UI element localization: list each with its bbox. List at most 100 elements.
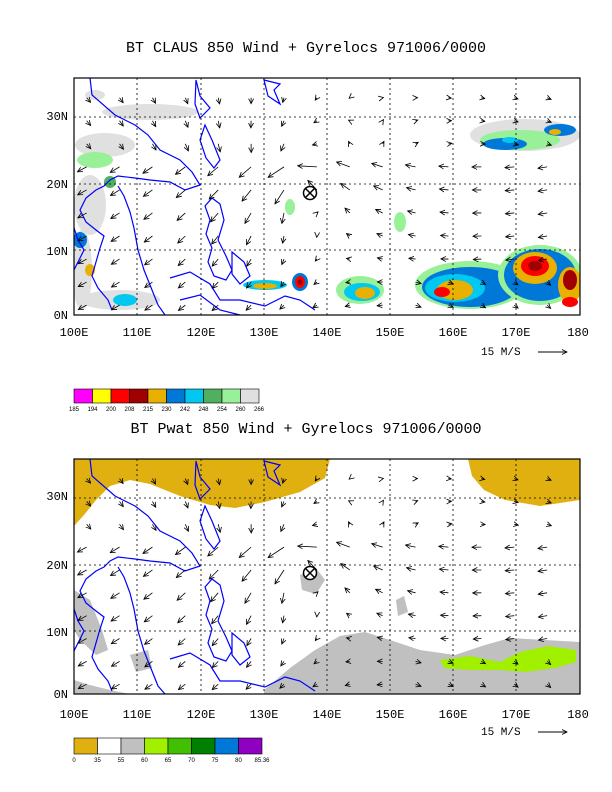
x-tick-label: 160E xyxy=(439,326,468,340)
wind-vector xyxy=(111,189,120,196)
wind-vector xyxy=(481,479,484,480)
wind-vector xyxy=(506,616,515,617)
wind-vector xyxy=(347,234,350,236)
wind-vector xyxy=(345,588,350,593)
wind-vector xyxy=(218,524,220,532)
wind-vector xyxy=(346,282,350,283)
wind-vector xyxy=(349,141,350,143)
panel1-colorbar: 185 194 200 208 215 230 242 248 254 260 266 xyxy=(69,388,265,413)
wind-vector xyxy=(78,189,87,195)
wind-vector xyxy=(111,281,120,287)
wind-vector xyxy=(87,479,91,484)
wind-vector xyxy=(439,166,449,167)
wind-vector xyxy=(144,235,153,242)
wind-vector xyxy=(313,684,317,687)
wind-vector xyxy=(383,141,384,143)
wind-vector xyxy=(383,500,384,501)
wind-vector xyxy=(514,144,518,145)
wind-vector xyxy=(178,615,186,623)
wind-vector xyxy=(143,166,153,173)
wind-vector xyxy=(185,143,188,151)
colorbar-swatch xyxy=(238,737,263,755)
wind-vector xyxy=(282,258,284,264)
wind-vector xyxy=(178,235,186,243)
wind-vector xyxy=(345,684,350,685)
wind-vector xyxy=(315,98,317,100)
wind-vector xyxy=(218,501,219,508)
wind-vector xyxy=(245,592,252,603)
colorbar-swatch xyxy=(120,737,145,755)
colorbar-swatch xyxy=(221,388,241,404)
x-tick-label: 140E xyxy=(313,326,342,340)
colorbar-label: 185 xyxy=(69,407,80,413)
wind-vector xyxy=(514,121,518,122)
wind-vector xyxy=(514,479,518,480)
cloud-patch xyxy=(394,212,406,232)
wind-vector xyxy=(349,479,350,480)
wind-vector xyxy=(282,501,284,506)
wind-vector xyxy=(347,638,350,639)
wind-vector xyxy=(538,167,548,168)
y-tick-label: 30N xyxy=(46,490,68,504)
wind-vector xyxy=(415,684,421,686)
y-tick-label: 0N xyxy=(54,688,68,702)
wind-vector xyxy=(406,165,416,167)
wind-vector xyxy=(448,684,453,686)
cloud-patch xyxy=(434,287,450,297)
wind-vector xyxy=(481,305,485,308)
wind-vector xyxy=(314,282,317,284)
wind-vector xyxy=(377,305,383,306)
x-tick-label: 130E xyxy=(250,326,279,340)
cloud-patch xyxy=(544,124,576,136)
wind-vector xyxy=(87,144,91,149)
wind-vector xyxy=(349,501,350,502)
wind-vector xyxy=(448,661,453,663)
wind-vector xyxy=(78,235,87,241)
wind-vector xyxy=(538,190,548,191)
panel2-ref-label: 15 M/S xyxy=(481,727,521,739)
colorbar-swatch xyxy=(73,388,93,404)
pwat-region xyxy=(74,680,130,694)
wind-vector xyxy=(209,189,219,199)
wind-vector xyxy=(281,524,284,531)
wind-vector xyxy=(178,638,186,645)
wind-vector xyxy=(317,212,318,213)
colorbar-label: 70 xyxy=(188,758,195,764)
panel2-grid xyxy=(74,459,580,694)
wind-vector xyxy=(282,212,284,223)
wind-vector xyxy=(506,259,515,260)
colorbar-label: 55 xyxy=(118,758,125,764)
wind-vector xyxy=(315,259,317,261)
wind-vector xyxy=(246,615,252,625)
panel2-frame xyxy=(73,458,581,695)
y-tick-label: 10N xyxy=(46,626,68,640)
panel2-plot: 30N 20N 10N 0N 100E 110E 120E 130E 140E … xyxy=(46,458,589,739)
wind-vector xyxy=(376,589,383,593)
wind-vector xyxy=(481,661,485,663)
wind-vector xyxy=(281,143,284,151)
wind-vector xyxy=(514,501,518,502)
wind-vector xyxy=(145,258,153,265)
colorbar-swatch xyxy=(184,388,204,404)
cloud-patch xyxy=(253,283,277,289)
wind-vector xyxy=(87,98,91,103)
wind-vector xyxy=(345,305,350,306)
wind-vector xyxy=(345,208,350,213)
wind-vector xyxy=(505,547,515,548)
wind-vector xyxy=(341,564,351,571)
wind-vector xyxy=(144,592,153,599)
wind-vector xyxy=(246,235,252,245)
wind-vector xyxy=(377,637,382,638)
wind-vector xyxy=(247,661,251,667)
x-tick-label: 160E xyxy=(439,708,468,722)
wind-vector xyxy=(376,209,383,213)
colorbar-label: 75 xyxy=(212,758,219,764)
wind-vector xyxy=(143,189,153,196)
colorbar-swatch xyxy=(214,737,239,755)
cloud-patch xyxy=(75,133,135,157)
wind-vector xyxy=(448,282,453,284)
wind-vector xyxy=(242,569,252,581)
colorbar-swatch xyxy=(73,737,98,755)
colorbar-swatch xyxy=(240,388,260,404)
wind-vector xyxy=(268,166,285,177)
